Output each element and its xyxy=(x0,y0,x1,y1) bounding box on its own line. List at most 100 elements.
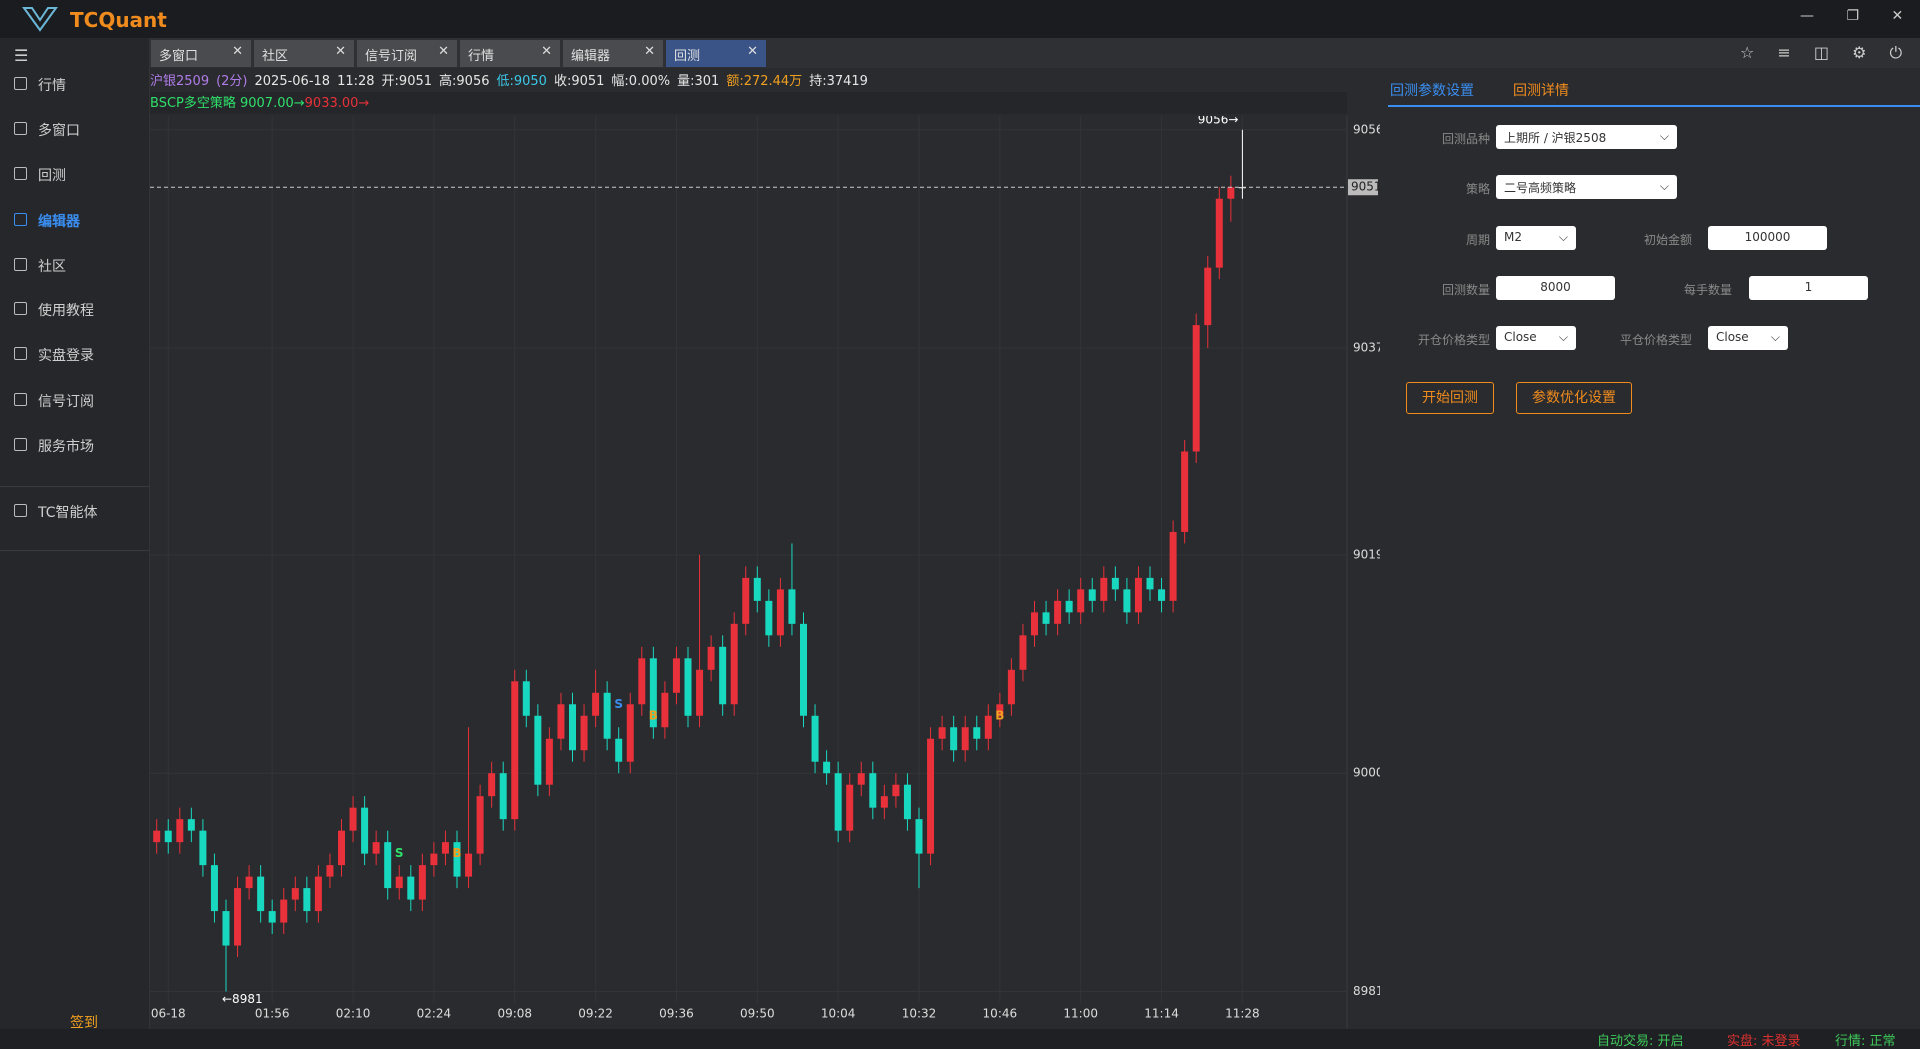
candle-body xyxy=(696,669,704,716)
tab-close[interactable]: ✕ xyxy=(747,44,758,59)
candle-body xyxy=(996,704,1004,716)
tab-close[interactable]: ✕ xyxy=(335,44,346,59)
app-title: TCQuant xyxy=(70,8,167,32)
candle-body xyxy=(776,589,784,636)
candle-body xyxy=(1042,612,1050,624)
tab-close[interactable]: ✕ xyxy=(232,44,243,59)
x-tick-label: 09:36 xyxy=(659,1007,694,1021)
select[interactable]: Close ⌵ xyxy=(1708,326,1788,350)
candle-body xyxy=(938,727,946,739)
candle-body xyxy=(950,727,958,751)
select[interactable]: Close ⌵ xyxy=(1496,326,1576,350)
candle-body xyxy=(1065,600,1073,613)
candle-body xyxy=(880,796,888,808)
candle-body xyxy=(222,911,230,946)
tab[interactable]: 回测 ✕ xyxy=(666,40,766,67)
side-icon xyxy=(14,258,27,271)
quote-field: 持:37419 xyxy=(809,74,868,89)
tab[interactable]: 行情 ✕ xyxy=(460,40,560,67)
last-price-box xyxy=(1348,179,1378,196)
menu-toggle[interactable]: ☰ xyxy=(14,46,29,65)
tab-bar: ☆ ≡ ◫ ⚙ ⏻ 多窗口 ✕ 社区 ✕ 信号订阅 ✕ 行情 ✕ 编辑器 ✕ 回测 ✕ xyxy=(150,38,1920,68)
candle-body xyxy=(638,658,646,705)
candle-body xyxy=(707,646,715,670)
candle-body xyxy=(1227,187,1235,199)
candle-body xyxy=(811,715,819,762)
panel-tab[interactable]: 回测参数设置 xyxy=(1390,83,1474,99)
start-button[interactable]: 开始回测 xyxy=(1406,382,1494,414)
candle-body xyxy=(488,773,496,797)
candle-body xyxy=(869,773,877,808)
quote-field: 沪银2509 xyxy=(150,74,210,89)
quote-field: 额:272.44万 xyxy=(726,74,803,89)
side-item[interactable]: 编辑器 xyxy=(38,214,80,230)
side-icon xyxy=(14,393,27,406)
x-tick-label: 11:28 xyxy=(1225,1007,1260,1021)
side-item[interactable]: 实盘登录 xyxy=(38,348,94,364)
side-item[interactable]: 使用教程 xyxy=(38,303,94,319)
side-item[interactable]: TC智能体 xyxy=(38,505,98,521)
candle-body xyxy=(1169,531,1177,601)
candle-body xyxy=(823,761,831,774)
select[interactable]: M2 ⌵ xyxy=(1496,226,1576,250)
candle-body xyxy=(280,899,288,923)
field-label: 初始金额 xyxy=(1643,233,1692,247)
quote-field: 幅:0.00% xyxy=(611,74,671,89)
candle-body xyxy=(580,715,588,751)
candle-body xyxy=(522,681,530,716)
candle-body xyxy=(1019,635,1027,670)
candle-body xyxy=(1134,577,1142,613)
quote-field: (2分) xyxy=(216,74,248,89)
candle-body xyxy=(765,600,773,636)
side-icon xyxy=(14,302,27,315)
side-icon xyxy=(14,347,27,360)
candle-body xyxy=(1054,600,1062,624)
candle-body xyxy=(234,888,242,946)
field-label: 回测品种 xyxy=(1441,132,1490,146)
candle-body xyxy=(1111,577,1119,590)
candle-body xyxy=(384,842,392,889)
x-tick-label: 02:10 xyxy=(336,1007,371,1021)
tab[interactable]: 社区 ✕ xyxy=(254,40,354,67)
candle-body xyxy=(626,704,634,762)
candle-body xyxy=(153,830,161,843)
signal-marker: B xyxy=(995,708,1004,722)
select[interactable]: 上期所 / 沪银2508 ⌵ xyxy=(1496,125,1677,149)
number-input[interactable]: 8000 xyxy=(1496,276,1615,300)
candle-body xyxy=(984,715,992,739)
optimize-button[interactable]: 参数优化设置 xyxy=(1516,382,1632,414)
candle-body xyxy=(430,853,438,866)
window-controls[interactable]: — ❐ ✕ xyxy=(1800,8,1904,24)
candle-body xyxy=(210,865,218,912)
tab-close[interactable]: ✕ xyxy=(438,44,449,59)
quote-field: 收:9051 xyxy=(553,74,605,89)
tab[interactable]: 编辑器 ✕ xyxy=(563,40,663,67)
tab-label: 编辑器 xyxy=(571,49,611,64)
number-input[interactable]: 100000 xyxy=(1708,226,1827,250)
side-item[interactable]: 服务市场 xyxy=(38,439,94,455)
candle-body xyxy=(615,738,623,762)
candle-body xyxy=(499,773,507,820)
side-item[interactable]: 回测 xyxy=(38,168,66,184)
side-item[interactable]: 社区 xyxy=(38,259,66,275)
tab[interactable]: 信号订阅 ✕ xyxy=(357,40,457,67)
sidebar: ☰ 行情多窗口回测编辑器社区使用教程实盘登录信号订阅服务市场 TC智能体 xyxy=(0,38,150,1029)
tab-close[interactable]: ✕ xyxy=(644,44,655,59)
select[interactable]: 二号高频策略 ⌵ xyxy=(1496,175,1677,199)
toolbar-icons[interactable]: ☆ ≡ ◫ ⚙ ⏻ xyxy=(1740,43,1903,62)
panel-tab[interactable]: 回测详情 xyxy=(1513,83,1569,99)
candle-body xyxy=(1146,577,1154,590)
side-item[interactable]: 多窗口 xyxy=(38,123,80,139)
number-input[interactable]: 1 xyxy=(1749,276,1868,300)
signal-marker: B xyxy=(452,846,461,860)
checkin[interactable]: 签到 xyxy=(70,1015,98,1031)
candle-body xyxy=(268,911,276,923)
quote-field: 开:9051 xyxy=(381,74,433,89)
candle-body xyxy=(1158,589,1166,601)
tab-close[interactable]: ✕ xyxy=(541,44,552,59)
candle-body xyxy=(661,692,669,728)
x-tick-label: 06-18 xyxy=(151,1007,186,1021)
tab[interactable]: 多窗口 ✕ xyxy=(151,40,251,67)
side-item[interactable]: 信号订阅 xyxy=(38,394,94,410)
side-item[interactable]: 行情 xyxy=(38,78,66,94)
